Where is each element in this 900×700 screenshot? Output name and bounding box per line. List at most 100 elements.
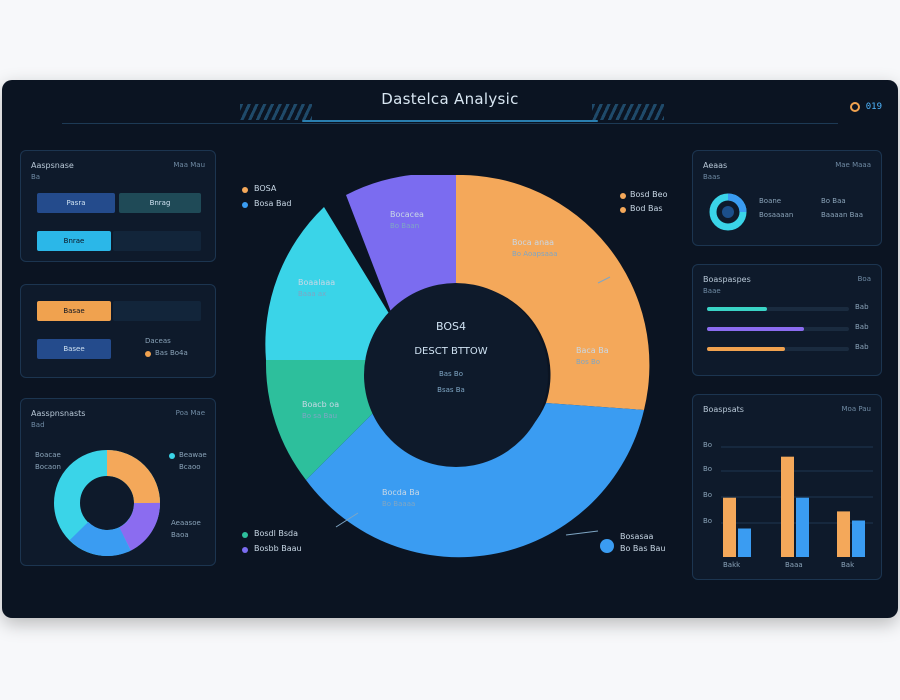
chip-button[interactable]: Bnrae — [37, 231, 111, 251]
panel-meta: Poa Mae — [175, 409, 205, 417]
bar-chart — [721, 446, 873, 557]
donut-callout-sub: Bos Bo — [576, 358, 601, 366]
donut-center-sub: Bsas Ba — [437, 386, 465, 394]
tag-label: Daceas — [145, 337, 171, 345]
legend-label: Baoa — [171, 531, 189, 539]
header-bar — [62, 80, 838, 124]
bar-mark — [852, 520, 865, 557]
donut-callout-label: Bocacea — [390, 210, 424, 219]
x-tick-label: Bak — [841, 561, 855, 569]
progress-track — [707, 307, 849, 311]
ring-label: Boane — [759, 197, 782, 205]
bar-mark — [738, 528, 751, 557]
progress-fill — [707, 327, 804, 331]
main-donut-chart — [265, 175, 650, 558]
y-tick-label: Bo — [703, 517, 713, 525]
right-panel-1: Aeaas Baas Mae Maaa Boane Bosaaaan Bo Ba… — [692, 150, 882, 246]
donut-callout-label: Baca Ba — [576, 346, 609, 355]
panel-title: Aaspsnase — [31, 161, 74, 170]
right-panel-3: Boaspsats Moa Pau Bo Bo Bo Bo Bakk Baaa … — [692, 394, 882, 580]
chip-track — [113, 231, 201, 251]
panel-subtitle: Baas — [703, 173, 721, 181]
legend-dot — [242, 547, 248, 553]
mini-donut-segment — [118, 502, 161, 551]
mini-donut-chart — [54, 450, 161, 556]
y-tick-label: Bo — [703, 491, 713, 499]
header-stripe-left — [240, 104, 312, 120]
tag-label: Bas Bo4a — [155, 349, 188, 357]
donut-segment-orange — [456, 175, 650, 410]
mini-donut-segment — [106, 450, 160, 504]
legend-label: Beawae — [179, 451, 207, 459]
progress-value-label: Bab — [855, 303, 869, 311]
donut-callout-sub: Bo sa Bau — [302, 412, 337, 420]
right-panel-2: Boaspaspes Baae Boa Bab Bab Bab — [692, 264, 882, 376]
donut-bottom-left-label: Bosbb Baau — [254, 544, 302, 553]
y-tick-label: Bo — [703, 465, 713, 473]
bar-mark — [796, 497, 809, 557]
chip-button[interactable]: Pasra — [37, 193, 115, 213]
donut-bottom-left-label: Bosdl Bsda — [254, 529, 299, 538]
legend-dot — [600, 539, 614, 553]
donut-center-sub: Bas Bo — [438, 370, 464, 378]
panel-subtitle: Ba — [31, 173, 41, 181]
bar-mark — [781, 456, 794, 557]
panel-meta: Boa — [857, 275, 871, 283]
progress-fill — [707, 307, 767, 311]
panel-title: Boaspsats — [703, 405, 744, 414]
top-icons[interactable]: 019 — [849, 102, 882, 112]
legend-dot — [242, 202, 248, 208]
donut-bottom-right-label: Bo Bas Bau — [620, 544, 666, 553]
donut-legend-label: BOSA — [254, 184, 277, 193]
donut-top-right-label: Bosd Beo — [630, 190, 668, 199]
legend-dot — [169, 453, 175, 459]
legend-dot — [242, 187, 248, 193]
donut-callout-sub: Bo Aoapsaaa — [512, 250, 558, 258]
ring-label: Baaaan Baa — [821, 211, 864, 219]
status-ring-icon[interactable] — [849, 102, 860, 112]
chip-button[interactable]: Bnrag — [119, 193, 201, 213]
legend-dot — [620, 193, 626, 199]
chip-button[interactable]: Basae — [37, 301, 111, 321]
panel-meta: Maa Mau — [173, 161, 205, 169]
legend-dot — [145, 351, 151, 357]
donut-center-title: BOS4 — [436, 320, 466, 333]
donut-segment-blue — [306, 403, 644, 558]
ring-label: Bosaaaan — [759, 211, 794, 219]
progress-track — [707, 327, 849, 331]
progress-fill — [707, 347, 786, 351]
donut-center-label: DESCT BTTOW — [414, 346, 488, 357]
dashboard-frame: Dastelca Analysic 019 Aaspsnase Ba Maa M… — [2, 80, 898, 618]
donut-bottom-right-label: Bosasaa — [620, 532, 654, 541]
donut-callout-label: Boacb oa — [302, 400, 340, 409]
legend-label: Bocaon — [35, 463, 61, 471]
progress-value-label: Bab — [855, 343, 869, 351]
panel-subtitle: Bad — [31, 421, 45, 429]
x-tick-label: Baaa — [785, 561, 803, 569]
progress-track — [707, 347, 849, 351]
donut-top-right-label: Bod Bas — [630, 204, 663, 213]
bar-mark — [837, 511, 850, 557]
legend-dot — [242, 532, 248, 538]
chip-track — [113, 301, 201, 321]
progress-value-label: Bab — [855, 323, 869, 331]
panel-meta: Moa Pau — [841, 405, 871, 413]
donut-segment-teal — [265, 360, 381, 480]
page-title: Dastelca Analysic — [381, 90, 519, 108]
donut-callout-label: Boaalaaa — [298, 278, 336, 287]
panel-meta: Mae Maaa — [835, 161, 871, 169]
x-tick-label: Bakk — [723, 561, 741, 569]
donut-callout-sub: Baaa ax — [298, 290, 327, 298]
panel-title: Aasspnsnasts — [31, 409, 86, 418]
ring-chart — [709, 193, 747, 231]
panel-subtitle: Baae — [703, 287, 721, 295]
donut-callout-label: Bocda Ba — [382, 488, 420, 497]
chip-button[interactable]: Basee — [37, 339, 111, 359]
left-panel-2: Basae Basee Daceas Bas Bo4a — [20, 284, 216, 378]
legend-label: Boacae — [35, 451, 61, 459]
ring-label: Bo Baa — [821, 197, 846, 205]
legend-label: Bcaoo — [179, 463, 201, 471]
panel-title: Aeaas — [703, 161, 728, 170]
donut-callout-sub: Bo Baaaa — [382, 500, 416, 508]
legend-label: Aeaasoe — [171, 519, 201, 527]
